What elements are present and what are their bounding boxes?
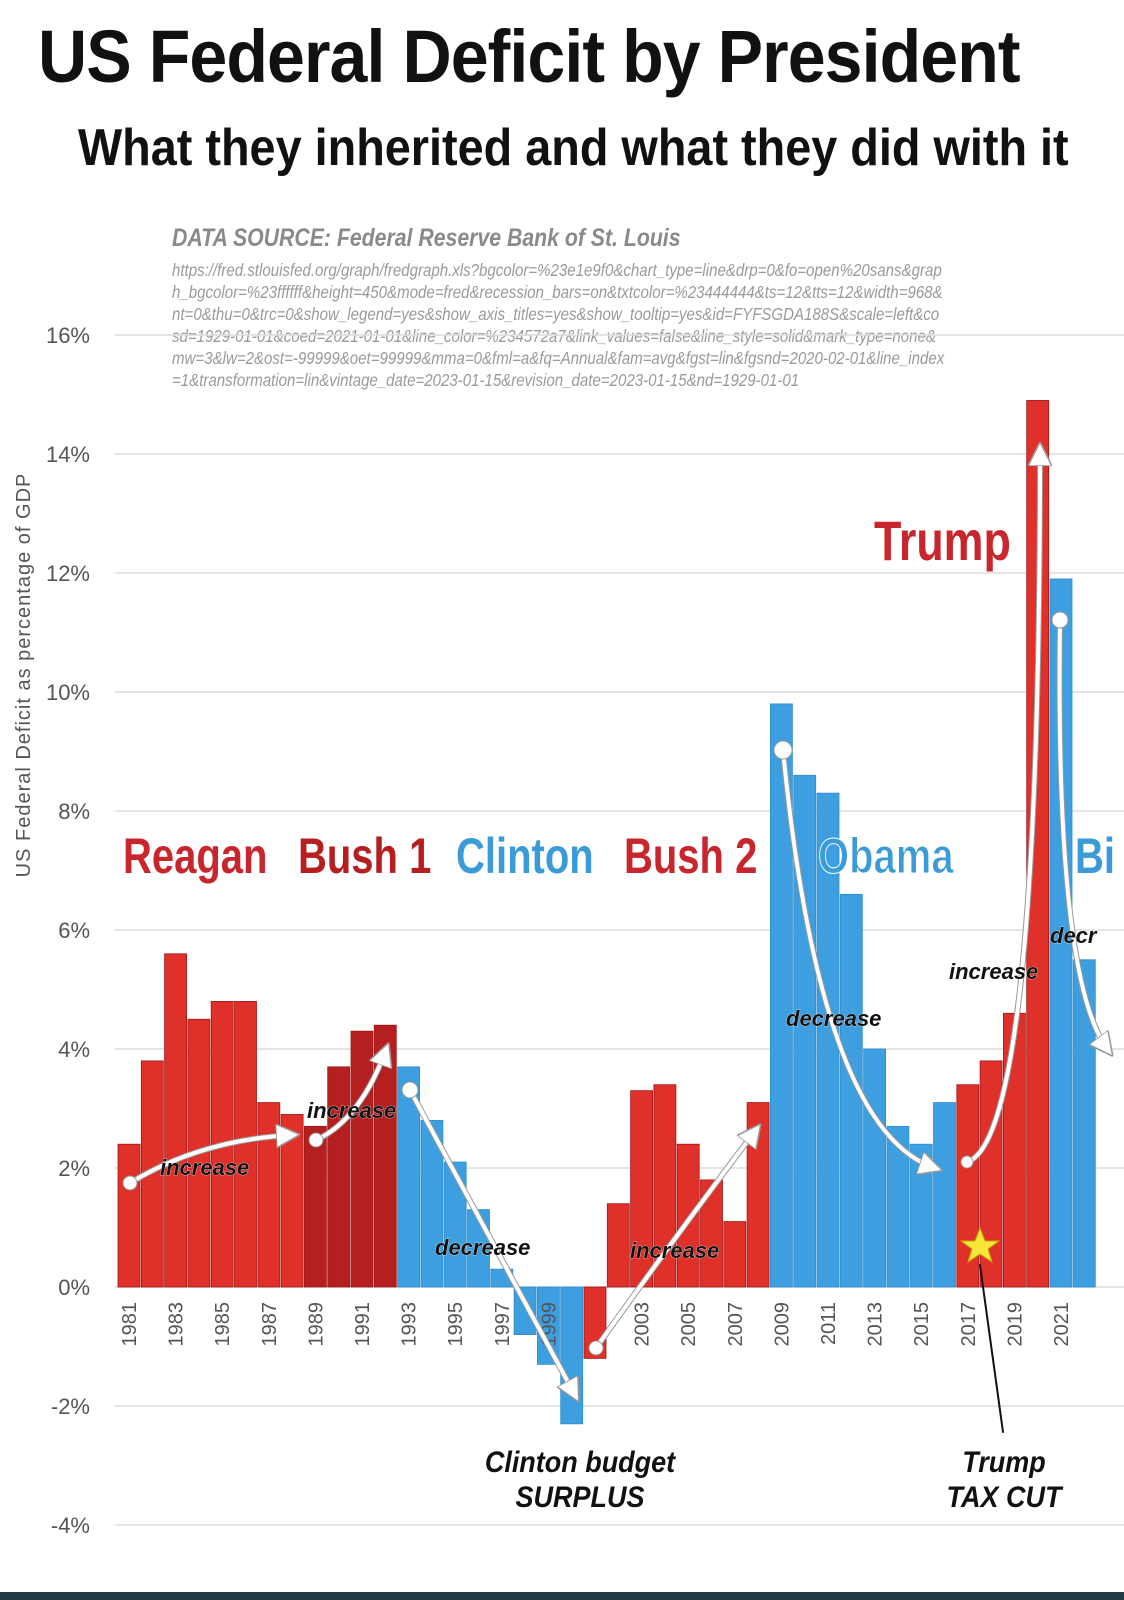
bar-2010 — [793, 774, 817, 1288]
y-tick-label: 16% — [46, 323, 90, 348]
bar-1992 — [373, 1024, 397, 1288]
x-tick-label: 2013 — [865, 1302, 887, 1347]
x-tick-label: 2009 — [771, 1302, 793, 1347]
y-tick-label: 12% — [46, 561, 90, 586]
y-tick-label: 10% — [46, 680, 90, 705]
bottom-border — [0, 1592, 1124, 1600]
president-label-obama: Obama — [818, 828, 954, 884]
x-tick-label: 1983 — [166, 1302, 188, 1347]
y-tick-label: -2% — [51, 1394, 90, 1419]
data-source-url: https://fred.stlouisfed.org/graph/fredgr… — [172, 260, 945, 391]
arrow-label-obama: decrease — [786, 1006, 881, 1031]
y-axis-ticks: 16% 14% 12% 10% 8% 6% 4% 2% 0% -2% -4% — [46, 323, 90, 1538]
bar-2015 — [909, 1143, 933, 1288]
bar-2017 — [956, 1084, 980, 1288]
president-label-reagan: Reagan — [123, 828, 267, 884]
bars — [117, 400, 1096, 1425]
x-tick-label: 2007 — [725, 1302, 747, 1347]
bar-2020 — [1026, 400, 1050, 1288]
arrow-label-biden: decr — [1050, 923, 1098, 948]
x-tick-label: 2015 — [911, 1302, 933, 1347]
star-icon — [959, 1226, 1001, 1264]
x-tick-label: 2019 — [1004, 1302, 1026, 1347]
x-tick-label: 1993 — [399, 1302, 421, 1347]
taxcut-note-line1: Trump — [962, 1446, 1045, 1480]
president-label-clinton: Clinton — [456, 828, 594, 884]
x-tick-label: 1995 — [445, 1302, 467, 1347]
arrow-bush2 — [588, 1130, 756, 1356]
bar-2000 — [560, 1286, 584, 1425]
y-tick-label: -4% — [51, 1513, 90, 1538]
arrow-label-bush1: increase — [307, 1098, 396, 1123]
bar-2006 — [700, 1179, 723, 1288]
bar-2002 — [606, 1203, 630, 1288]
bar-1991 — [350, 1030, 374, 1288]
data-source-label: DATA SOURCE: Federal Reserve Bank of St.… — [172, 224, 681, 252]
surplus-note-line1: Clinton budget — [485, 1446, 677, 1480]
x-tick-label: 1997 — [492, 1302, 514, 1347]
x-tick-label: 1991 — [352, 1302, 374, 1347]
x-tick-label: 2003 — [632, 1302, 654, 1347]
chart-subtitle: What they inherited and what they did wi… — [78, 119, 1069, 177]
bar-2016 — [933, 1102, 956, 1288]
arrow-trump — [960, 450, 1040, 1169]
president-label-bush2: Bush 2 — [624, 828, 757, 884]
arrow-reagan — [122, 1135, 292, 1191]
president-label-biden: Bi — [1075, 828, 1115, 884]
arrow-obama — [773, 740, 935, 1168]
arrow-biden — [1051, 611, 1108, 1050]
tax-cut-pointer — [979, 1264, 1004, 1433]
bar-1988 — [280, 1114, 304, 1288]
x-tick-label: 2005 — [678, 1302, 700, 1347]
x-tick-label: 1987 — [259, 1302, 281, 1347]
bar-2009 — [770, 703, 793, 1288]
arrow-label-clinton: decrease — [435, 1235, 530, 1260]
bar-2019 — [1003, 1012, 1026, 1288]
bar-1981 — [117, 1143, 141, 1288]
bar-2013 — [863, 1048, 886, 1288]
bar-1994 — [420, 1120, 444, 1288]
x-tick-label: 1989 — [305, 1302, 327, 1347]
arrow-clinton — [401, 1081, 575, 1395]
bar-1983 — [164, 953, 188, 1288]
x-axis-ticks: 1981 1983 1985 1987 1989 1991 1993 1995 1997 1999… — [119, 1302, 1073, 1347]
x-tick-label: 1981 — [119, 1302, 141, 1347]
bar-2022 — [1072, 959, 1096, 1288]
bar-1993 — [397, 1066, 421, 1288]
y-axis-title: US Federal Deficit as percentage of GDP — [13, 473, 35, 878]
y-tick-label: 0% — [58, 1275, 90, 1300]
y-tick-label: 14% — [46, 442, 90, 467]
y-tick-label: 2% — [58, 1156, 90, 1181]
chart-title: US Federal Deficit by President — [38, 15, 1021, 98]
y-tick-label: 4% — [58, 1037, 90, 1062]
president-label-bush1: Bush 1 — [298, 828, 431, 884]
surplus-note-line2: SURPLUS — [516, 1481, 645, 1515]
y-tick-label: 6% — [58, 918, 90, 943]
x-tick-label: 2017 — [958, 1302, 980, 1347]
arrow-label-bush2: increase — [630, 1238, 719, 1263]
bar-2014 — [886, 1125, 910, 1288]
bar-2004 — [653, 1084, 677, 1288]
taxcut-note-line2: TAX CUT — [947, 1481, 1064, 1515]
x-tick-label: 1999 — [538, 1302, 560, 1347]
arrow-label-reagan: increase — [160, 1155, 249, 1180]
x-tick-label: 1985 — [212, 1302, 234, 1347]
y-tick-label: 8% — [58, 799, 90, 824]
x-tick-label: 2021 — [1051, 1302, 1073, 1347]
bar-1998 — [513, 1286, 537, 1335]
bar-1989 — [303, 1125, 327, 1288]
x-tick-label: 2011 — [818, 1302, 840, 1345]
bar-1987 — [257, 1102, 281, 1288]
arrow-label-trump: increase — [949, 959, 1038, 984]
president-label-trump: Trump — [874, 509, 1011, 572]
arrow-bush1 — [308, 1050, 386, 1148]
bar-2007 — [723, 1221, 747, 1288]
bar-1995 — [443, 1161, 467, 1288]
